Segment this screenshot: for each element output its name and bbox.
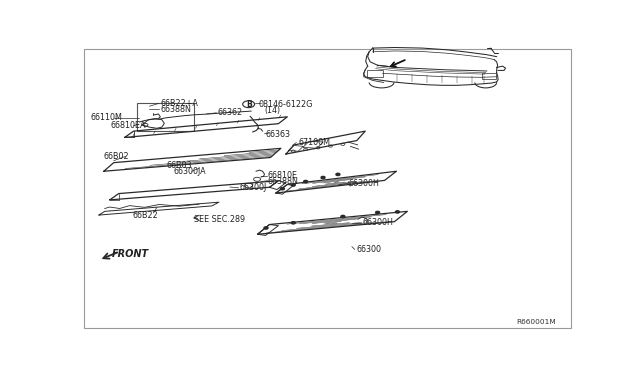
Text: (14): (14) [264, 106, 280, 115]
Text: R660001M: R660001M [516, 320, 556, 326]
Text: 08146-6122G: 08146-6122G [259, 100, 313, 109]
Text: 66B22: 66B22 [132, 211, 158, 219]
Circle shape [336, 173, 340, 176]
Bar [137, 103, 194, 131]
Text: FRONT: FRONT [112, 249, 149, 259]
Circle shape [264, 227, 268, 229]
Text: 66363: 66363 [265, 129, 290, 138]
Circle shape [280, 187, 284, 190]
Text: 66810EA: 66810EA [111, 121, 147, 130]
Circle shape [321, 176, 325, 179]
Text: 66388N: 66388N [268, 177, 298, 186]
Text: B: B [246, 100, 252, 109]
Text: 66300JA: 66300JA [173, 167, 206, 176]
Circle shape [341, 215, 345, 218]
Circle shape [304, 180, 308, 183]
Text: 66300J: 66300J [240, 183, 267, 192]
Bar [367, 70, 383, 77]
Text: 66B02: 66B02 [104, 152, 129, 161]
Text: 66110M: 66110M [91, 113, 123, 122]
Text: 66300H: 66300H [349, 179, 380, 188]
Circle shape [291, 184, 295, 186]
Text: 66B03: 66B03 [167, 161, 192, 170]
Circle shape [291, 222, 295, 224]
Bar [482, 73, 495, 79]
Text: 67100M: 67100M [298, 138, 330, 147]
Circle shape [376, 211, 380, 214]
Text: 66388N: 66388N [161, 105, 192, 113]
Text: 66300: 66300 [356, 245, 382, 254]
Text: 66B22+A: 66B22+A [161, 99, 199, 108]
Text: SEE SEC.289: SEE SEC.289 [194, 215, 245, 224]
Circle shape [396, 211, 399, 213]
Text: 66362: 66362 [218, 108, 243, 117]
Text: 66810E: 66810E [268, 171, 298, 180]
Text: 66300H: 66300H [363, 218, 394, 227]
